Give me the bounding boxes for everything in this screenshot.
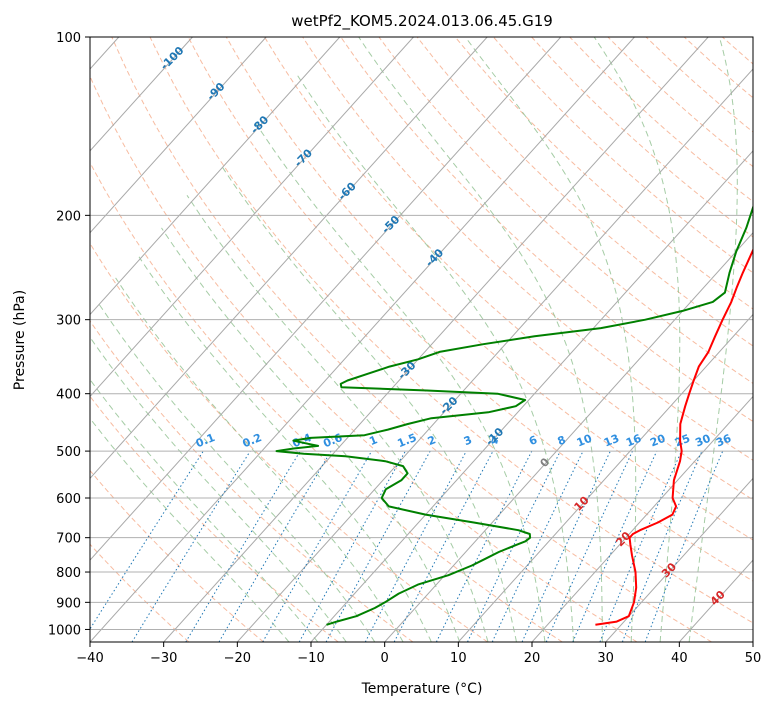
y-tick-label: 500: [56, 445, 81, 460]
y-tick-label: 400: [56, 388, 81, 403]
mixing-ratio-line: [545, 450, 633, 642]
mixing-ratio-label: 2: [426, 433, 438, 448]
x-axis-title: Temperature (°C): [361, 681, 483, 697]
dry-adiabat: [149, 37, 753, 624]
mixing-ratio-label: 16: [624, 432, 643, 450]
dewpoint-profile-line: [275, 204, 753, 626]
mixing-ratio-label: 1: [367, 433, 379, 448]
mixing-ratio-label: 8: [556, 433, 568, 448]
isotherm-line: [531, 395, 753, 642]
x-tick-label: −10: [297, 651, 324, 666]
plot-area: 0.1 0.2 0.4 0.6 1 1.5 2 3 4 6 8 10 13 16 20 25 30 36-100-…: [89, 36, 775, 643]
moist-adiabat: [90, 336, 347, 642]
x-tick-label: 10: [450, 651, 467, 666]
y-axis: 1000 900 800 700 600 500 400 300 200 100: [48, 31, 90, 638]
mixing-ratio-line: [298, 450, 406, 642]
x-tick-label: 0: [381, 651, 389, 666]
dry-adiabat: [90, 161, 563, 642]
dry-adiabat: [761, 37, 775, 642]
x-tick-label: 50: [745, 651, 762, 666]
plot-background: [90, 37, 753, 642]
isotherm-line: [90, 37, 562, 561]
moist-adiabat: [90, 378, 319, 642]
mixing-ratio-line: [621, 450, 703, 642]
y-axis-title: Pressure (hPa): [12, 290, 28, 390]
isotherm-line: [90, 37, 488, 480]
dry-adiabat: [111, 37, 712, 642]
mixing-ratio-line: [435, 450, 533, 642]
x-axis: −40 −30 −20 −10 0 10 20 30 40 50: [76, 642, 761, 666]
mixing-ratio-line: [644, 450, 724, 642]
moist-adiabat: [115, 277, 404, 642]
isotherm-line: [752, 641, 753, 642]
isotherm-line: [90, 37, 414, 398]
moist-adiabat: [255, 123, 546, 642]
y-tick-label: 600: [56, 492, 81, 507]
y-tick-label: 800: [56, 566, 81, 581]
y-tick-label: 200: [56, 209, 81, 224]
y-tick-label: 700: [56, 532, 81, 547]
y-tick-label: 1000: [48, 623, 81, 638]
dry-adiabat: [340, 37, 753, 423]
moist-adiabat: [295, 72, 575, 642]
isotherm-line: [90, 37, 341, 316]
dry-adiabat: [90, 469, 264, 642]
x-tick-label: −20: [224, 651, 251, 666]
moist-adiabat: [358, 37, 603, 642]
moist-adiabat: [97, 301, 376, 642]
x-tick-label: −40: [76, 651, 103, 666]
mixing-ratio-line: [325, 450, 431, 642]
moist-adiabat: [464, 37, 637, 642]
y-tick-label: 100: [56, 31, 81, 46]
isotherm-line: [163, 37, 709, 642]
dry-adiabat: [187, 37, 753, 582]
isotherm-line: [90, 37, 193, 152]
profile-series: [275, 204, 753, 626]
mixing-ratio-line: [599, 450, 682, 642]
mixing-ratio-label: 13: [602, 432, 621, 450]
mixing-ratio-line: [572, 450, 658, 642]
isotherm-line: [457, 313, 753, 642]
mixing-ratio-label: 10: [575, 432, 594, 450]
isotherm-line: [605, 477, 753, 642]
x-tick-label: 20: [524, 651, 541, 666]
isotherm-line: [384, 232, 753, 642]
moist-adiabat: [688, 37, 738, 642]
isotherm-line: [310, 150, 753, 642]
dry-adiabat: [90, 242, 488, 642]
x-tick-label: −30: [150, 651, 177, 666]
mixing-ratio-label: 3: [462, 433, 474, 448]
chart-title: wetPf2_KOM5.2024.013.06.45.G19: [291, 12, 553, 31]
temperature-profile-line: [595, 247, 753, 626]
mixing-ratio-line: [131, 450, 251, 642]
y-tick-label: 300: [56, 314, 81, 329]
dry-adiabat: [454, 37, 753, 310]
isotherm-line: [90, 37, 635, 642]
isotherm-line: [90, 37, 267, 234]
y-tick-label: 900: [56, 596, 81, 611]
mixing-ratio-label: 25: [673, 432, 692, 450]
dry-adiabat: [416, 37, 753, 347]
plot-frame: [89, 36, 754, 643]
mixing-ratio-label: 20: [648, 432, 667, 450]
mixing-ratio-line: [364, 450, 467, 642]
mixing-ratio-label: 30: [693, 432, 712, 450]
mixing-ratio-label: 36: [714, 432, 733, 450]
mixing-ratio-line: [90, 450, 204, 630]
dry-adiabat: [264, 37, 753, 501]
x-tick-label: 30: [597, 651, 614, 666]
x-tick-label: 40: [671, 651, 688, 666]
